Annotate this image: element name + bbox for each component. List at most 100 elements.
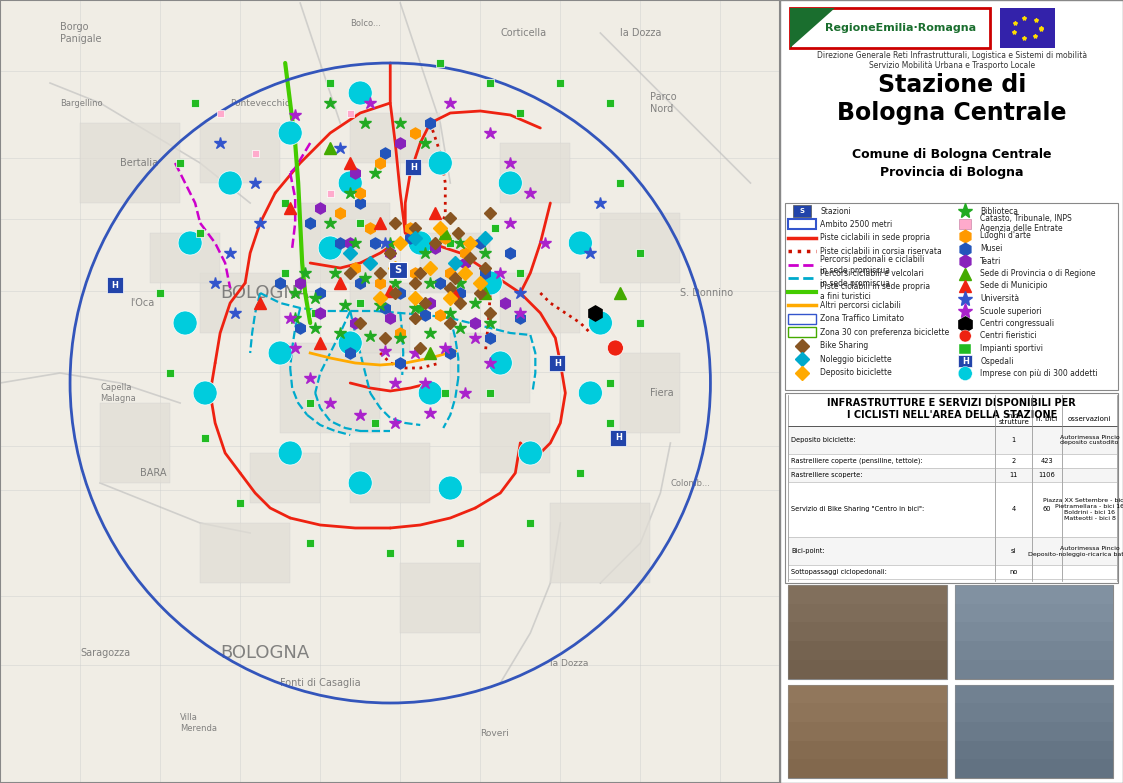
Bar	[955, 622, 1113, 641]
Bar	[327, 189, 334, 197]
Bar	[107, 277, 124, 293]
Bar	[517, 109, 524, 117]
Text: Saragozza: Saragozza	[80, 648, 130, 658]
Bar	[501, 143, 570, 203]
Text: I CICLISTI NELL'AREA DELLA STAZIONE: I CICLISTI NELL'AREA DELLA STAZIONE	[847, 410, 1057, 420]
Text: Bertalia: Bertalia	[120, 158, 158, 168]
Text: Ospedali: Ospedali	[980, 356, 1014, 366]
Text: Biblioteca: Biblioteca	[980, 207, 1019, 215]
Text: Scuole superiori: Scuole superiori	[980, 306, 1042, 316]
Text: Stazione di
Bologna Centrale: Stazione di Bologna Centrale	[837, 73, 1067, 124]
Bar	[788, 314, 816, 323]
Circle shape	[318, 236, 343, 260]
Text: Bolco...: Bolco...	[350, 19, 381, 27]
Text: la Dozza: la Dozza	[550, 659, 588, 667]
Bar	[788, 604, 947, 622]
Text: Capella
Malagna: Capella Malagna	[100, 384, 136, 402]
Bar	[200, 523, 290, 583]
Bar	[311, 309, 319, 317]
Bar	[501, 273, 581, 333]
Circle shape	[499, 171, 522, 195]
Bar	[955, 585, 1113, 679]
Bar	[252, 150, 258, 157]
Text: Piste ciclabili in sede propria
a fini turistici: Piste ciclabili in sede propria a fini t…	[821, 282, 931, 301]
Circle shape	[578, 381, 602, 405]
Text: osservazioni: osservazioni	[1068, 416, 1112, 422]
Text: Ambito 2500 metri: Ambito 2500 metri	[821, 220, 893, 229]
Text: 60: 60	[1043, 507, 1051, 512]
Text: Imprese con più di 300 addetti: Imprese con più di 300 addetti	[980, 369, 1098, 378]
Text: Noleggio biciclette: Noleggio biciclette	[821, 355, 892, 363]
Circle shape	[568, 231, 592, 255]
Text: 4: 4	[1012, 507, 1016, 512]
Bar	[788, 585, 947, 679]
Bar	[405, 159, 421, 175]
Bar	[785, 393, 1119, 583]
Bar	[788, 641, 947, 660]
Text: Piste ciclabili in sede propria: Piste ciclabili in sede propria	[821, 233, 931, 243]
Bar	[788, 703, 947, 722]
Bar	[955, 741, 1113, 760]
Text: Bargellino: Bargellino	[60, 99, 102, 107]
Text: Catasto, Tribunale, INPS
Agenzia delle Entrate: Catasto, Tribunale, INPS Agenzia delle E…	[980, 214, 1072, 233]
Text: la Dozza: la Dozza	[620, 28, 661, 38]
Bar	[250, 453, 320, 503]
Bar	[400, 563, 481, 633]
Bar	[441, 389, 449, 397]
Bar	[955, 722, 1113, 741]
Text: si: si	[1011, 548, 1016, 554]
Text: n.di
strutture: n.di strutture	[998, 413, 1029, 425]
Text: BOLOGNA: BOLOGNA	[220, 284, 310, 302]
Text: Bici-point:: Bici-point:	[792, 548, 825, 554]
Bar	[491, 224, 500, 232]
Text: Autorimessa Pincio
Deposito-noleggio-ricarica batteria bici: Autorimessa Pincio Deposito-noleggio-ric…	[1028, 546, 1123, 557]
Bar	[100, 403, 170, 483]
Circle shape	[348, 81, 372, 105]
Text: BARA: BARA	[140, 468, 166, 478]
Bar	[955, 760, 1113, 778]
Bar	[788, 660, 947, 679]
Bar	[606, 419, 614, 427]
Bar	[481, 413, 550, 473]
Text: Teatri: Teatri	[980, 257, 1002, 265]
Bar	[550, 503, 650, 583]
Text: Direzione Generale Reti Infrastrutturali, Logistica e Sistemi di mobilità: Direzione Generale Reti Infrastrutturali…	[816, 51, 1087, 60]
Bar	[417, 304, 424, 312]
Bar	[955, 585, 1113, 604]
Bar	[350, 283, 410, 353]
Bar	[794, 205, 812, 217]
Bar	[959, 344, 971, 353]
Bar	[620, 353, 681, 433]
Circle shape	[959, 330, 971, 342]
Bar	[606, 379, 614, 387]
Text: Rastrelliere scoperte:: Rastrelliere scoperte:	[792, 471, 862, 478]
Circle shape	[958, 366, 973, 381]
Circle shape	[279, 121, 302, 145]
Text: Bike Sharing: Bike Sharing	[821, 341, 869, 350]
Text: Deposito biciclette: Deposito biciclette	[821, 368, 892, 377]
Text: H: H	[615, 434, 622, 442]
Text: Parco
Nord: Parco Nord	[650, 92, 677, 114]
Text: l'Oca: l'Oca	[130, 298, 154, 308]
Text: Comune di Bologna Centrale
Provincia di Bologna: Comune di Bologna Centrale Provincia di …	[852, 148, 1051, 179]
Bar	[788, 537, 1117, 565]
Bar	[637, 249, 645, 257]
Bar	[785, 203, 1119, 390]
Text: H: H	[410, 163, 417, 171]
Text: Zona Traffico Limitato: Zona Traffico Limitato	[821, 314, 904, 323]
Text: Corticella: Corticella	[501, 28, 547, 38]
Text: Sede di Provincia o di Regione: Sede di Provincia o di Regione	[980, 269, 1096, 278]
Bar	[200, 123, 280, 183]
Text: Stazioni: Stazioni	[821, 207, 851, 215]
Text: H: H	[111, 280, 119, 290]
Text: H: H	[554, 359, 560, 367]
Text: Luoghi d'arte: Luoghi d'arte	[980, 232, 1031, 240]
Text: Università: Università	[980, 294, 1020, 303]
Bar	[788, 426, 1117, 454]
Bar	[446, 239, 455, 247]
Text: Piazza XX Settembre - bici 20
Pietramellara - bici 16
Boldrini - bici 16
Matteot: Piazza XX Settembre - bici 20 Pietramell…	[1043, 498, 1123, 521]
Circle shape	[279, 441, 302, 465]
Bar	[156, 289, 164, 297]
Bar	[217, 110, 223, 117]
Bar	[236, 499, 244, 507]
